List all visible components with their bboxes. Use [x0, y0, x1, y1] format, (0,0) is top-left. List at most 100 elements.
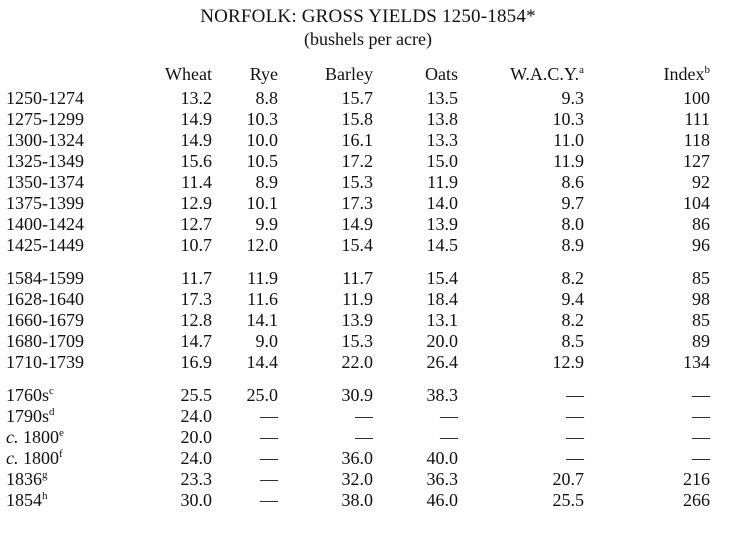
wacy-cell: —	[566, 385, 584, 405]
circa-prefix: c.	[6, 427, 19, 447]
period-cell: 1275-1299	[6, 109, 130, 130]
rye-cell: 10.5	[246, 151, 279, 171]
period-label: 1325-1349	[6, 151, 84, 171]
table-row: 1425-1449 10.7 12.0 15.4 14.5 8.9 96	[6, 235, 710, 256]
barley-header: Barley	[325, 63, 373, 84]
period-cell: 1836g	[6, 469, 130, 490]
index-cell: —	[692, 448, 710, 468]
barley-cell: 11.9	[342, 289, 373, 309]
period-label: 1350-1374	[6, 172, 84, 192]
period-label: 1628-1640	[6, 289, 84, 309]
index-cell: 86	[692, 214, 710, 234]
barley-cell: —	[355, 427, 373, 447]
wacy-cell: 12.9	[552, 352, 585, 372]
period-cell: 1680-1709	[6, 331, 130, 352]
period-label: 1425-1449	[6, 235, 84, 255]
wacy-cell: —	[566, 448, 584, 468]
wheat-cell: 11.4	[181, 172, 212, 192]
rye-cell: 9.9	[255, 214, 279, 234]
wacy-cell: 8.6	[561, 172, 585, 192]
wacy-cell: —	[566, 427, 584, 447]
period-label: 1760s	[6, 385, 50, 405]
wacy-cell: 11.9	[553, 151, 584, 171]
table-title: NORFOLK: GROSS YIELDS 1250-1854*	[200, 6, 536, 27]
wheat-cell: 16.9	[180, 352, 213, 372]
period-cell: c. 1800e	[6, 427, 130, 448]
period-label: 1660-1679	[6, 310, 84, 330]
table-body: 1250-1274 13.2 8.8 15.7 13.5 9.3 100 1275-1299 1…	[6, 88, 710, 511]
rye-cell: 11.6	[247, 289, 278, 309]
index-cell: 266	[683, 490, 710, 510]
wacy-cell: 8.0	[561, 214, 585, 234]
rye-cell: —	[260, 427, 278, 447]
rye-cell: 14.1	[246, 310, 279, 330]
period-footnote-marker: c	[49, 385, 54, 397]
index-cell: 111	[684, 109, 710, 129]
oats-cell: 15.4	[426, 268, 459, 288]
period-label: 1275-1299	[6, 109, 84, 129]
barley-cell: 16.1	[341, 130, 374, 150]
wheat-cell: 14.9	[180, 109, 213, 129]
wheat-cell: 14.7	[180, 331, 213, 351]
table-row: 1660-1679 12.8 14.1 13.9 13.1 8.2 85	[6, 310, 710, 331]
period-cell: 1425-1449	[6, 235, 130, 256]
oats-header: Oats	[425, 63, 458, 84]
barley-cell: 36.0	[341, 448, 374, 468]
oats-cell: 36.3	[426, 469, 459, 489]
period-label: 1375-1399	[6, 193, 84, 213]
wacy-cell: 20.7	[552, 469, 585, 489]
index-cell: 134	[683, 352, 710, 372]
period-cell: 1660-1679	[6, 310, 130, 331]
table-row: 1400-1424 12.7 9.9 14.9 13.9 8.0 86	[6, 214, 710, 235]
period-cell: 1400-1424	[6, 214, 130, 235]
barley-cell: 15.4	[341, 235, 374, 255]
barley-cell: 17.2	[341, 151, 374, 171]
table-row: 1790sd 24.0 — — — — —	[6, 406, 710, 427]
period-label: 1300-1324	[6, 130, 84, 150]
period-label: 1800	[23, 448, 59, 468]
period-cell: 1854h	[6, 490, 130, 511]
wheat-cell: 30.0	[180, 490, 213, 510]
period-footnote-marker: h	[42, 490, 48, 502]
wheat-cell: 12.9	[180, 193, 213, 213]
barley-cell: —	[355, 406, 373, 426]
index-cell: —	[692, 385, 710, 405]
wacy-header-label: W.A.C.Y.	[510, 63, 580, 84]
wacy-footnote-marker: a	[579, 63, 584, 76]
rye-cell: 10.3	[246, 109, 279, 129]
oats-cell: 15.0	[426, 151, 459, 171]
period-label: 1250-1274	[6, 88, 84, 108]
index-cell: —	[692, 427, 710, 447]
wheat-cell: 17.3	[180, 289, 213, 309]
wacy-cell: 9.3	[561, 88, 585, 108]
oats-cell: 40.0	[426, 448, 459, 468]
rye-cell: 14.4	[246, 352, 279, 372]
wheat-cell: 23.3	[180, 469, 213, 489]
oats-cell: 13.8	[426, 109, 459, 129]
rye-cell: 8.9	[255, 172, 279, 192]
rye-cell: —	[260, 406, 278, 426]
period-cell: 1250-1274	[6, 88, 130, 109]
barley-cell: 15.7	[341, 88, 374, 108]
period-cell: 1628-1640	[6, 289, 130, 310]
rye-header: Rye	[249, 63, 278, 84]
period-cell: 1375-1399	[6, 193, 130, 214]
table-row: 1584-1599 11.7 11.9 11.7 15.4 8.2 85	[6, 268, 710, 289]
barley-cell: 32.0	[341, 469, 374, 489]
table-row: c. 1800e 20.0 — — — — —	[6, 427, 710, 448]
table-row: 1710-1739 16.9 14.4 22.0 26.4 12.9 134	[6, 352, 710, 373]
index-cell: 96	[692, 235, 710, 255]
wacy-cell: 9.7	[561, 193, 585, 213]
wacy-cell: —	[566, 406, 584, 426]
index-header-label: Index	[663, 63, 705, 84]
table-subtitle: (bushels per acre)	[304, 29, 432, 49]
group-spacer	[6, 373, 710, 385]
rye-cell: 10.1	[246, 193, 279, 213]
barley-cell: 30.9	[341, 385, 374, 405]
wheat-cell: 24.0	[180, 406, 213, 426]
period-label: 1710-1739	[6, 352, 84, 372]
period-footnote-marker: f	[59, 448, 63, 460]
barley-cell: 13.9	[341, 310, 374, 330]
rye-cell: 11.9	[247, 268, 278, 288]
